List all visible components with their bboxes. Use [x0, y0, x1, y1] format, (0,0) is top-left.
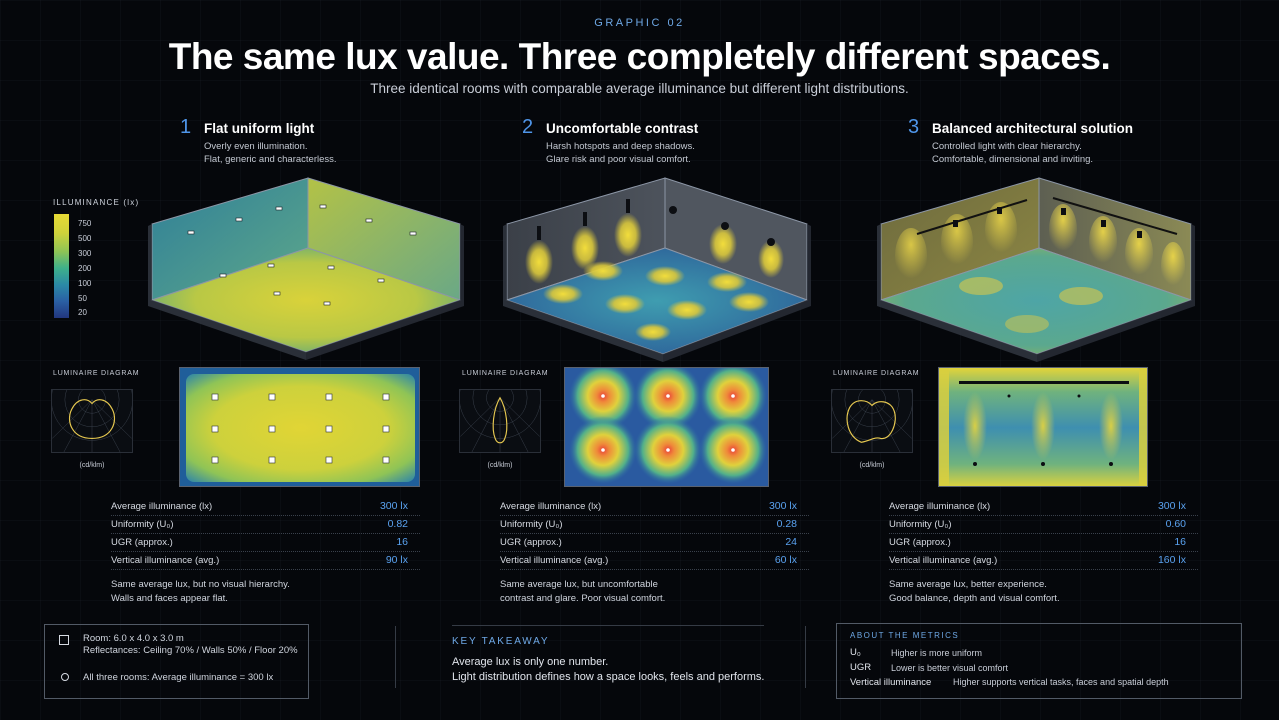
luminaire-unit: (cd/klm): [859, 462, 885, 469]
divider: [805, 626, 806, 688]
metric-row: Average illuminance (lx) 300 lx: [889, 498, 1198, 516]
page-subtitle: Three identical rooms with comparable av…: [370, 81, 909, 96]
circle-icon: [61, 673, 69, 681]
room-info-average: All three rooms: Average illuminance = 3…: [83, 672, 274, 683]
metrics-table-3: Average illuminance (lx) 300 lx Uniformit…: [889, 498, 1198, 606]
room-info-box: Room: 6.0 x 4.0 x 3.0 m Reflectances: Ce…: [44, 624, 309, 699]
luminaire-diagram-2: [459, 389, 541, 453]
luminaire-label: LUMINAIRE DIAGRAM: [462, 370, 549, 377]
takeaway-rule: [452, 625, 764, 626]
section-description: Harsh hotspots and deep shadows. Glare r…: [546, 141, 695, 165]
section-note: Same average lux, but uncomfortable cont…: [500, 579, 666, 604]
room-3-render: [877, 177, 1195, 362]
section-note: Same average lux, but no visual hierarch…: [111, 579, 290, 604]
luminaire-diagram-3: [831, 389, 913, 453]
metric-row: Average illuminance (lx) 300 lx: [500, 498, 809, 516]
section-number: 3: [908, 116, 920, 138]
metric-definition: Lower is better visual comfort: [891, 663, 1009, 673]
metric-term: U₀: [850, 647, 861, 658]
room-info-text: Room: 6.0 x 4.0 x 3.0 m Reflectances: Ce…: [83, 633, 298, 656]
graphic-eyebrow: GRAPHIC 02: [594, 17, 685, 29]
legend-tick: 200: [78, 264, 92, 273]
room-2-render: [503, 177, 811, 362]
legend-title: ILLUMINANCE (lx): [53, 198, 140, 207]
section-title: Uncomfortable contrast: [546, 121, 699, 136]
section-description: Controlled light with clear hierarchy. C…: [932, 141, 1094, 165]
metric-term: Vertical illuminance: [850, 677, 932, 688]
legend-tick: 300: [78, 249, 92, 258]
metric-row: UGR (approx.) 16: [889, 534, 1198, 552]
page-title: The same lux value. Three completely dif…: [168, 36, 1111, 77]
takeaway-text: Average lux is only one number. Light di…: [452, 656, 765, 683]
legend-tick: 750: [78, 219, 92, 228]
section-note: Same average lux, better experience. Goo…: [889, 579, 1060, 604]
room-square-icon: [59, 635, 69, 645]
metric-row: Vertical illuminance (avg.) 90 lx: [111, 552, 420, 570]
metric-definition: Higher supports vertical tasks, faces an…: [953, 677, 1169, 687]
metric-row: Uniformity (U₀) 0.82: [111, 516, 420, 534]
legend-tick: 100: [78, 279, 92, 288]
metrics-table-2: Average illuminance (lx) 300 lx Uniformit…: [500, 498, 809, 606]
illuminance-color-scale: [54, 214, 69, 318]
plan-view-3: [938, 367, 1148, 487]
legend-tick: 50: [78, 294, 87, 303]
legend-tick: 20: [78, 308, 87, 317]
plan-view-1: [179, 367, 420, 487]
legend-tick: 500: [78, 234, 92, 243]
metric-row: Vertical illuminance (avg.) 60 lx: [500, 552, 809, 570]
metric-row: UGR (approx.) 16: [111, 534, 420, 552]
room-1-render: [148, 177, 464, 360]
section-number: 1: [180, 116, 192, 138]
metrics-table-1: Average illuminance (lx) 300 lx Uniformit…: [111, 498, 420, 606]
divider: [395, 626, 396, 688]
luminaire-label: LUMINAIRE DIAGRAM: [53, 370, 140, 377]
about-metrics-box: ABOUT THE METRICS U₀ Higher is more unif…: [836, 623, 1242, 699]
metric-row: Vertical illuminance (avg.) 160 lx: [889, 552, 1198, 570]
metric-row: UGR (approx.) 24: [500, 534, 809, 552]
luminaire-unit: (cd/klm): [79, 462, 105, 469]
about-metrics-title: ABOUT THE METRICS: [850, 631, 960, 640]
section-title: Flat uniform light: [204, 121, 315, 136]
metric-row: Average illuminance (lx) 300 lx: [111, 498, 420, 516]
metric-definition: Higher is more uniform: [891, 648, 983, 658]
section-description: Overly even illumination. Flat, generic …: [204, 141, 337, 165]
section-title: Balanced architectural solution: [932, 121, 1134, 136]
takeaway-title: KEY TAKEAWAY: [452, 636, 550, 647]
luminaire-label: LUMINAIRE DIAGRAM: [833, 370, 920, 377]
luminaire-diagram-1: [51, 389, 133, 453]
plan-view-2: [564, 367, 769, 487]
metric-row: Uniformity (U₀) 0.28: [500, 516, 809, 534]
metric-term: UGR: [850, 662, 872, 673]
luminaire-unit: (cd/klm): [487, 462, 513, 469]
metric-row: Uniformity (U₀) 0.60: [889, 516, 1198, 534]
section-number: 2: [522, 116, 534, 138]
